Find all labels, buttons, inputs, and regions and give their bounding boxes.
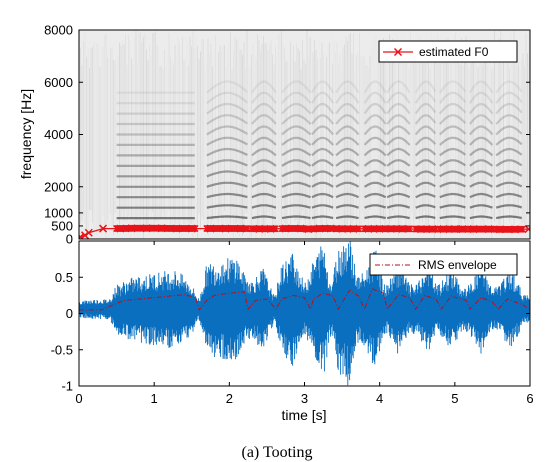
waveform-legend: RMS envelope — [369, 253, 518, 276]
waveform-x-axis-label: time [s] — [281, 407, 326, 423]
waveform-x-tick-label: 6 — [526, 391, 533, 406]
waveform-x-tick-label: 5 — [451, 391, 458, 406]
waveform-y-tick-label: 0.5 — [55, 270, 73, 285]
spectrogram-y-tick-label: 4000 — [44, 127, 73, 142]
spectrogram-legend-label: estimated F0 — [419, 45, 489, 59]
waveform-x-ticks: 0 1 2 3 4 5 6 — [75, 241, 534, 406]
f0-marker — [191, 225, 199, 233]
spectrogram-legend: estimated F0 — [378, 40, 518, 63]
waveform-y-tick-label: -1 — [61, 379, 73, 394]
f0-marker — [518, 225, 526, 233]
f0-marker — [406, 225, 414, 233]
waveform-x-tick-label: 0 — [75, 391, 82, 406]
f0-series — [79, 224, 530, 239]
spectrogram-y-tick-label: 1000 — [44, 205, 73, 220]
f0-marker — [271, 225, 279, 233]
spectrogram-y-tick-label: 500 — [51, 218, 73, 233]
spectrogram-background — [79, 30, 530, 239]
spectrogram-y-tick-label: 8000 — [44, 23, 73, 38]
waveform-y-tick-label: -0.5 — [51, 342, 73, 357]
figure-caption: (a) Tooting — [241, 444, 312, 461]
waveform-x-tick-label: 1 — [151, 391, 158, 406]
waveform-x-tick-label: 4 — [376, 391, 383, 406]
waveform-x-tick-label: 3 — [301, 391, 308, 406]
waveform-series — [79, 241, 530, 386]
rms-envelope-line — [79, 288, 530, 311]
waveform-legend-box — [369, 253, 518, 276]
waveform-y-tick-label: 0 — [66, 306, 73, 321]
waveform-y-ticks: -1 -0.5 0 0.5 — [51, 270, 530, 394]
spectrogram-harmonics — [116, 80, 523, 230]
f0-marker — [99, 224, 108, 233]
f0-marker — [84, 228, 93, 237]
spectrogram-y-tick-label: 2000 — [44, 179, 73, 194]
spectrogram-legend-marker — [393, 47, 403, 57]
waveform-legend-label: RMS envelope — [418, 258, 497, 272]
waveform-path — [79, 241, 530, 386]
waveform-x-tick-label: 2 — [226, 391, 233, 406]
spectrogram-y-tick-label: 6000 — [44, 75, 73, 90]
spectrogram-y-axis-label: frequency [Hz] — [18, 89, 34, 179]
spectrogram-legend-box — [378, 40, 518, 63]
f0-marker — [80, 231, 90, 239]
f0-marker — [79, 232, 85, 239]
f0-marker — [355, 225, 363, 233]
waveform-panel: -1 -0.5 0 0.5 0 1 2 3 4 5 6 time [s] RMS envelope — [51, 240, 534, 423]
spectrogram-y-tick-label: 0 — [66, 232, 73, 247]
f0-marker — [524, 225, 530, 234]
